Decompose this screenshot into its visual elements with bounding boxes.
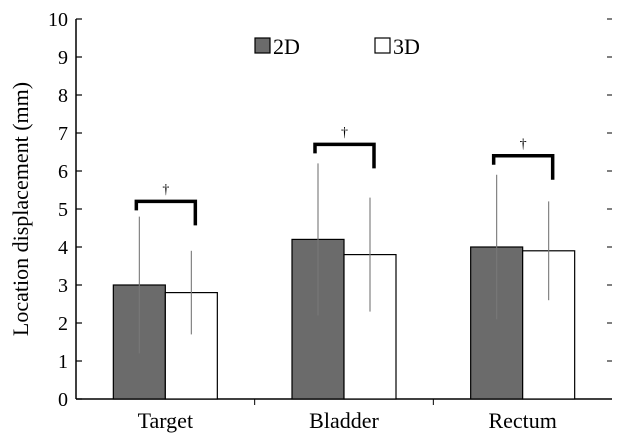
y-axis-label: Location displacement (mm) xyxy=(8,82,33,336)
significance-marker: † xyxy=(520,137,527,152)
significance-bracket xyxy=(134,199,198,226)
y-tick-label: 4 xyxy=(58,237,68,259)
x-tick-label: Rectum xyxy=(488,408,556,433)
y-tick-label: 6 xyxy=(58,161,68,183)
significance-marker: † xyxy=(341,125,348,140)
x-tick-label: Target xyxy=(138,408,193,433)
y-tick-label: 0 xyxy=(58,389,68,411)
significance-brackets: † † † xyxy=(134,125,555,226)
significance-bracket xyxy=(491,154,555,180)
legend-swatch-2d xyxy=(254,37,271,54)
y-tick-label: 5 xyxy=(58,199,68,221)
x-tick-label: Bladder xyxy=(309,408,379,433)
y-tick-label: 2 xyxy=(58,313,68,335)
axes: 0 1 2 3 4 5 6 7 8 9 10 Target Bladder Rectum xyxy=(48,9,612,433)
y-tick-label: 1 xyxy=(58,351,68,373)
y-tick-label: 8 xyxy=(58,85,68,107)
bar-3d-bladder xyxy=(343,254,397,400)
y-tick-label: 10 xyxy=(48,9,68,31)
significance-marker: † xyxy=(162,182,169,197)
legend-label-2d: 2D xyxy=(273,34,300,59)
y-tick-label: 3 xyxy=(58,275,68,297)
legend-label-3d: 3D xyxy=(393,34,420,59)
legend-swatch-3d xyxy=(374,37,391,54)
legend: 2D 3D xyxy=(254,34,420,59)
error-bars xyxy=(138,163,550,354)
y-tick-label: 9 xyxy=(58,47,68,69)
bars xyxy=(112,238,576,400)
significance-bracket xyxy=(313,142,376,169)
y-tick-label: 7 xyxy=(58,123,68,145)
